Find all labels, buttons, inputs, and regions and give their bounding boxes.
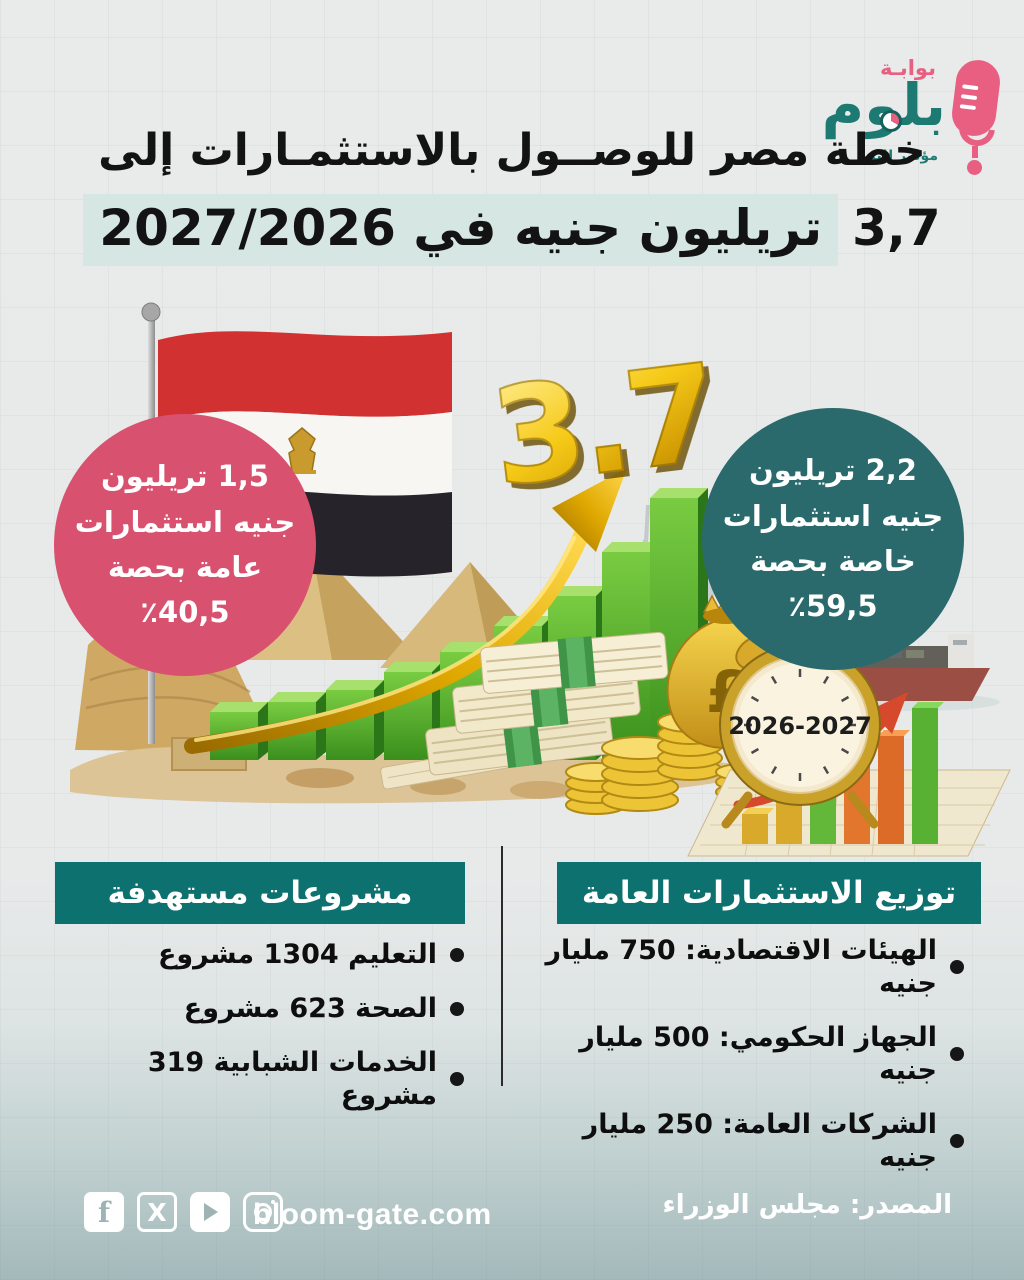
bullet-icon <box>950 1134 964 1148</box>
bullet-icon <box>950 1047 964 1061</box>
title-highlight: تريليون جنيه في 2027/2026 <box>83 194 839 266</box>
public-investment-badge: 1,5 تريليون جنيه استثمارات عامة بحصة ٪40… <box>54 414 316 676</box>
x-twitter-icon[interactable]: X <box>137 1192 177 1232</box>
list-item-text: الصحة 623 مشروع <box>183 993 437 1024</box>
badge-percentage: ٪40,5 <box>140 595 230 630</box>
distribution-header: توزيع الاستثمارات العامة <box>557 862 981 924</box>
bullet-icon <box>950 960 964 974</box>
bullet-icon <box>450 1072 464 1086</box>
banknote-stacks <box>380 631 669 790</box>
badge-line: 2,2 تريليون <box>749 453 917 488</box>
section-divider <box>501 846 503 1086</box>
badge-percentage: ٪59,5 <box>788 589 878 624</box>
list-item-text: التعليم 1304 مشروع <box>157 939 437 970</box>
badge-line: 1,5 تريليون <box>101 459 269 494</box>
list-item: الخدمات الشبابية 319 مشروع <box>44 1046 464 1112</box>
youtube-icon[interactable] <box>190 1192 230 1232</box>
source-attribution: المصدر: مجلس الوزراء <box>662 1190 952 1220</box>
microphone-stem <box>972 146 978 158</box>
badge-line: جنيه استثمارات <box>722 498 944 533</box>
logo-tagline: مؤشر للنمو <box>858 148 938 164</box>
private-investment-badge: 2,2 تريليون جنيه استثمارات خاصة بحصة ٪59… <box>702 408 964 670</box>
list-item: الشركات العامة: 250 مليار جنيه <box>534 1108 964 1174</box>
website-url[interactable]: bloom-gate.com <box>253 1198 492 1231</box>
facebook-icon[interactable]: f <box>84 1192 124 1232</box>
bullet-icon <box>450 947 464 962</box>
list-item-text: الخدمات الشبابية 319 مشروع <box>147 1047 437 1111</box>
badge-line: عامة بحصة <box>107 550 263 584</box>
list-item-text: الشركات العامة: 250 مليار جنيه <box>582 1109 937 1173</box>
badge-line: خاصة بحصة <box>750 544 916 578</box>
targeted-projects-list: التعليم 1304 مشروع الصحة 623 مشروع الخدم… <box>44 938 464 1133</box>
social-icons: f X <box>84 1192 283 1232</box>
main-title: خطة مصر للوصــول بالاستثمـارات إلى 3,7تر… <box>0 118 1024 266</box>
pie-chart-icon <box>880 110 902 132</box>
distribution-list: الهيئات الاقتصادية: 750 مليار جنيه الجها… <box>534 934 964 1195</box>
title-line1: خطة مصر للوصــول بالاستثمـارات إلى <box>98 125 927 176</box>
big-number-3-7: 3.7 <box>482 334 724 518</box>
list-item-text: الهيئات الاقتصادية: 750 مليار جنيه <box>545 935 937 999</box>
badge-line: جنيه استثمارات <box>74 504 296 539</box>
list-item-text: الجهاز الحكومي: 500 مليار جنيه <box>579 1022 937 1086</box>
list-item: التعليم 1304 مشروع <box>44 938 464 971</box>
logo-gate-word: بوابـة <box>879 56 936 80</box>
microphone-dot <box>967 160 982 175</box>
bullet-icon <box>450 1001 464 1016</box>
list-item: الهيئات الاقتصادية: 750 مليار جنيه <box>534 934 964 1000</box>
bloom-gate-logo: بوابـة بلوم مؤشر للنمو <box>818 46 1003 196</box>
golden-growth-arrow <box>184 468 627 754</box>
list-item: الصحة 623 مشروع <box>44 992 464 1025</box>
targeted-projects-header: مشروعات مستهدفة <box>55 862 465 924</box>
clock-year-label: 2026-2027 <box>728 712 872 740</box>
instagram-icon[interactable] <box>243 1192 283 1232</box>
title-line2: 3,7تريليون جنيه في 2027/2026 <box>0 190 1024 266</box>
flag-eagle-emblem <box>288 427 316 474</box>
title-amount: 3,7 <box>852 199 942 257</box>
list-item: الجهاز الحكومي: 500 مليار جنيه <box>534 1021 964 1087</box>
